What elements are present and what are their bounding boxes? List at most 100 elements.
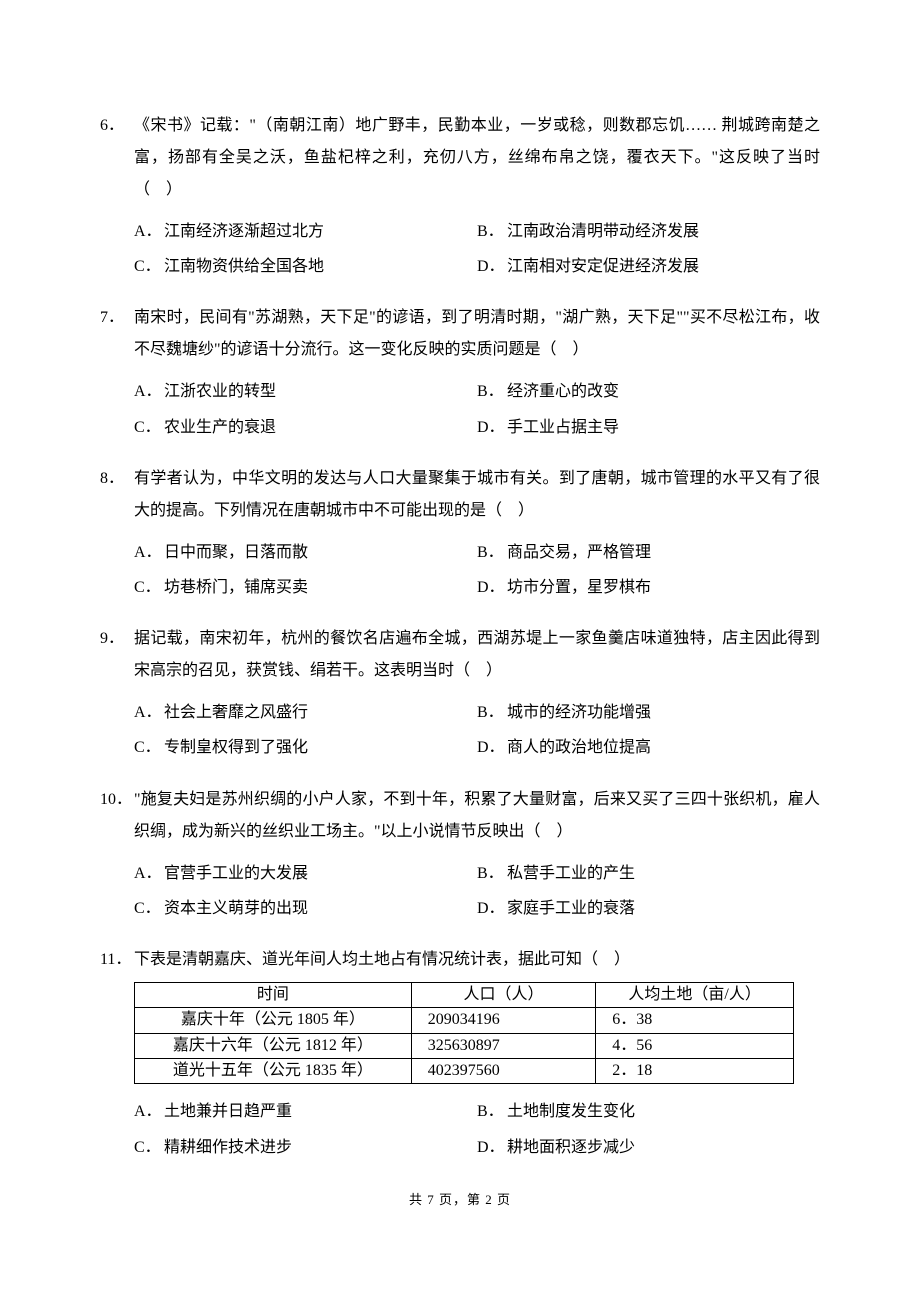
option-row: A． 江浙农业的转型 B． 经济重心的改变 <box>134 374 820 409</box>
option-text: 江南政治清明带动经济发展 <box>507 214 820 249</box>
option-text: 坊市分置，星罗棋布 <box>507 570 820 605</box>
table-header-row: 时间 人口（人） 人均土地（亩/人） <box>135 982 794 1007</box>
options-block: A．日中而聚，日落而散 B．商品交易，严格管理 C．坊巷桥门，铺席买卖 D．坊市… <box>134 535 820 605</box>
option-text: 专制皇权得到了强化 <box>164 730 477 765</box>
option-label: C． <box>134 249 164 284</box>
option-label: D． <box>477 1130 507 1165</box>
option-d: D．耕地面积逐步减少 <box>477 1130 820 1165</box>
option-text: 江南经济逐渐超过北方 <box>164 214 477 249</box>
exam-page: 6． 《宋书》记载："（南朝江南）地广野丰，民勤本业，一岁或稔，则数郡忘饥…… … <box>0 0 920 1302</box>
option-d: D．江南相对安定促进经济发展 <box>477 249 820 284</box>
option-a: A．官营手工业的大发展 <box>134 856 477 891</box>
question-stem: 7． 南宋时，民间有"苏湖熟，天下足"的谚语，到了明清时期，"湖广熟，天下足""… <box>100 302 820 366</box>
option-b: B．江南政治清明带动经济发展 <box>477 214 820 249</box>
option-label: B． <box>477 214 507 249</box>
option-text: 手工业占据主导 <box>507 410 820 445</box>
table-cell: 209034196 <box>411 1008 596 1033</box>
table-cell: 4．56 <box>596 1033 794 1058</box>
option-label: C． <box>134 730 164 765</box>
table-row: 嘉庆十年（公元 1805 年） 209034196 6．38 <box>135 1008 794 1033</box>
option-label: C． <box>134 410 164 445</box>
land-table: 时间 人口（人） 人均土地（亩/人） 嘉庆十年（公元 1805 年） 20903… <box>134 982 794 1085</box>
table-cell: 嘉庆十六年（公元 1812 年） <box>135 1033 412 1058</box>
question-8: 8． 有学者认为，中华文明的发达与人口大量聚集于城市有关。到了唐朝，城市管理的水… <box>100 463 820 605</box>
question-11: 11． 下表是清朝嘉庆、道光年间人均土地占有情况统计表，据此可知（ ） 时间 人… <box>100 944 820 1165</box>
option-row: C．资本主义萌芽的出现 D．家庭手工业的衰落 <box>134 891 820 926</box>
option-b: B．商品交易，严格管理 <box>477 535 820 570</box>
options-block: A．江南经济逐渐超过北方 B．江南政治清明带动经济发展 C．江南物资供给全国各地… <box>134 214 820 284</box>
option-row: C．坊巷桥门，铺席买卖 D．坊市分置，星罗棋布 <box>134 570 820 605</box>
options-block: A．土地兼并日趋严重 B．土地制度发生变化 C．精耕细作技术进步 D．耕地面积逐… <box>134 1094 820 1164</box>
table-cell: 道光十五年（公元 1835 年） <box>135 1059 412 1084</box>
option-label: B． <box>477 374 507 409</box>
table-cell: 6．38 <box>596 1008 794 1033</box>
option-d: D．商人的政治地位提高 <box>477 730 820 765</box>
option-c: C．资本主义萌芽的出现 <box>134 891 477 926</box>
option-label: D． <box>477 891 507 926</box>
option-row: C．专制皇权得到了强化 D．商人的政治地位提高 <box>134 730 820 765</box>
question-number: 7． <box>100 302 134 366</box>
question-stem: 6． 《宋书》记载："（南朝江南）地广野丰，民勤本业，一岁或稔，则数郡忘饥…… … <box>100 110 820 206</box>
option-label: B． <box>477 856 507 891</box>
option-d: D． 手工业占据主导 <box>477 410 820 445</box>
question-text: 《宋书》记载："（南朝江南）地广野丰，民勤本业，一岁或稔，则数郡忘饥…… 荆城跨… <box>134 110 820 206</box>
option-text: 江浙农业的转型 <box>164 374 477 409</box>
option-row: A．江南经济逐渐超过北方 B．江南政治清明带动经济发展 <box>134 214 820 249</box>
option-a: A． 江浙农业的转型 <box>134 374 477 409</box>
table-cell: 嘉庆十年（公元 1805 年） <box>135 1008 412 1033</box>
option-text: 江南物资供给全国各地 <box>164 249 477 284</box>
option-text: 商品交易，严格管理 <box>507 535 820 570</box>
option-text: 农业生产的衰退 <box>164 410 477 445</box>
table-row: 嘉庆十六年（公元 1812 年） 325630897 4．56 <box>135 1033 794 1058</box>
question-text: 下表是清朝嘉庆、道光年间人均土地占有情况统计表，据此可知（ ） <box>134 944 820 976</box>
option-b: B．城市的经济功能增强 <box>477 695 820 730</box>
option-label: B． <box>477 1094 507 1129</box>
option-label: A． <box>134 1094 164 1129</box>
option-text: 精耕细作技术进步 <box>164 1130 477 1165</box>
question-7: 7． 南宋时，民间有"苏湖熟，天下足"的谚语，到了明清时期，"湖广熟，天下足""… <box>100 302 820 444</box>
option-text: 资本主义萌芽的出现 <box>164 891 477 926</box>
table-cell: 2．18 <box>596 1059 794 1084</box>
table-header: 人均土地（亩/人） <box>596 982 794 1007</box>
question-text: 有学者认为，中华文明的发达与人口大量聚集于城市有关。到了唐朝，城市管理的水平又有… <box>134 463 820 527</box>
option-b: B． 经济重心的改变 <box>477 374 820 409</box>
table-cell: 325630897 <box>411 1033 596 1058</box>
option-label: D． <box>477 249 507 284</box>
option-row: A．官营手工业的大发展 B．私营手工业的产生 <box>134 856 820 891</box>
option-c: C．江南物资供给全国各地 <box>134 249 477 284</box>
option-row: C．精耕细作技术进步 D．耕地面积逐步减少 <box>134 1130 820 1165</box>
options-block: A． 江浙农业的转型 B． 经济重心的改变 C． 农业生产的衰退 D． 手工业占… <box>134 374 820 444</box>
option-text: 江南相对安定促进经济发展 <box>507 249 820 284</box>
option-b: B．私营手工业的产生 <box>477 856 820 891</box>
option-label: B． <box>477 695 507 730</box>
table-header: 人口（人） <box>411 982 596 1007</box>
option-d: D．家庭手工业的衰落 <box>477 891 820 926</box>
option-row: C． 农业生产的衰退 D． 手工业占据主导 <box>134 410 820 445</box>
question-stem: 8． 有学者认为，中华文明的发达与人口大量聚集于城市有关。到了唐朝，城市管理的水… <box>100 463 820 527</box>
question-number: 8． <box>100 463 134 527</box>
option-label: D． <box>477 410 507 445</box>
option-row: A．土地兼并日趋严重 B．土地制度发生变化 <box>134 1094 820 1129</box>
option-row: A．日中而聚，日落而散 B．商品交易，严格管理 <box>134 535 820 570</box>
option-label: C． <box>134 570 164 605</box>
option-c: C．精耕细作技术进步 <box>134 1130 477 1165</box>
question-number: 6． <box>100 110 134 206</box>
option-label: A． <box>134 214 164 249</box>
option-a: A．江南经济逐渐超过北方 <box>134 214 477 249</box>
question-number: 9． <box>100 623 134 687</box>
question-text: 据记载，南宋初年，杭州的餐饮名店遍布全城，西湖苏堤上一家鱼羹店味道独特，店主因此… <box>134 623 820 687</box>
question-text: "施复夫妇是苏州织绸的小户人家，不到十年，积累了大量财富，后来又买了三四十张织机… <box>134 784 820 848</box>
question-stem: 9． 据记载，南宋初年，杭州的餐饮名店遍布全城，西湖苏堤上一家鱼羹店味道独特，店… <box>100 623 820 687</box>
option-a: A．社会上奢靡之风盛行 <box>134 695 477 730</box>
option-label: A． <box>134 535 164 570</box>
option-c: C． 农业生产的衰退 <box>134 410 477 445</box>
option-label: B． <box>477 535 507 570</box>
option-text: 城市的经济功能增强 <box>507 695 820 730</box>
option-text: 耕地面积逐步减少 <box>507 1130 820 1165</box>
option-label: C． <box>134 891 164 926</box>
option-text: 土地兼并日趋严重 <box>164 1094 477 1129</box>
option-label: A． <box>134 856 164 891</box>
option-row: C．江南物资供给全国各地 D．江南相对安定促进经济发展 <box>134 249 820 284</box>
options-block: A．社会上奢靡之风盛行 B．城市的经济功能增强 C．专制皇权得到了强化 D．商人… <box>134 695 820 765</box>
option-text: 坊巷桥门，铺席买卖 <box>164 570 477 605</box>
